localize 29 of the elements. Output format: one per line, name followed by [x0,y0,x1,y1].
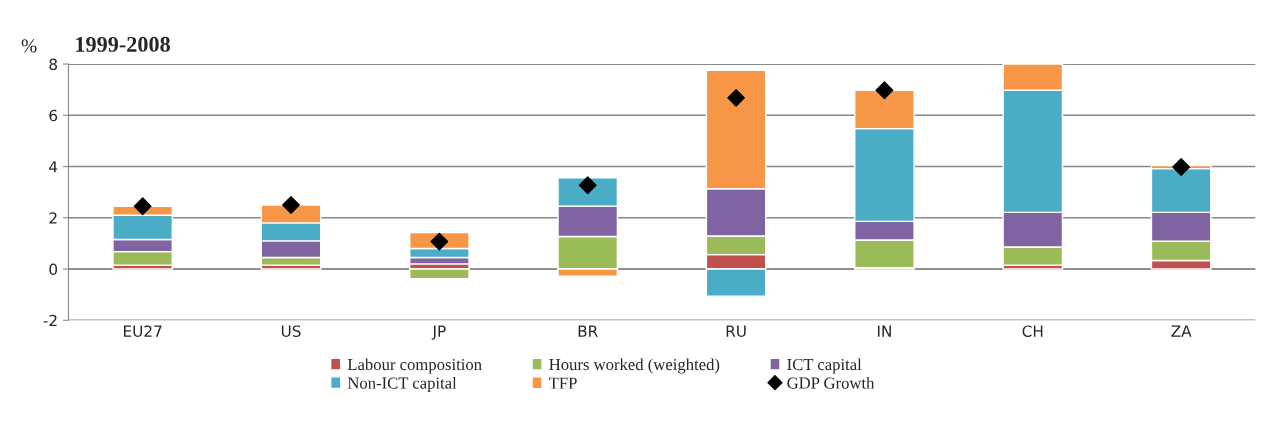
point [1172,158,1191,176]
legend-label: ICT capital [787,358,862,374]
legend-label: Non-ICT capital [347,376,457,393]
y-tick-label: -2 [43,314,57,327]
legend-label: Labour composition [347,358,482,374]
x-tick-label: US [281,325,301,337]
legend-label: TFP [549,377,577,389]
point [875,81,894,100]
point [727,88,745,107]
bar [408,268,470,280]
x-tick-label: JP [431,325,446,340]
y-tick-label: 0 [49,263,58,276]
y-tick-label: 4 [49,161,58,173]
legend-label: Hours worked (weighted) [549,358,720,374]
x-tick-label: RU [726,325,746,337]
point [430,232,449,251]
x-tick-label: CH [1022,325,1043,337]
x-tick-label: ZA [1171,325,1192,337]
y-tick-label: 8 [49,58,58,71]
legend-label: GDP Growth [787,376,875,389]
x-tick-label: BR [578,325,598,337]
point [282,196,300,214]
chart-title: 1999-2008 [76,36,170,52]
point [133,197,152,216]
y-tick-label: 2 [49,212,57,224]
y-tick-label: 6 [49,109,58,122]
x-tick-label: IN [877,325,891,337]
y-axis-title: % [21,39,37,53]
x-tick-label: EU27 [124,325,162,337]
